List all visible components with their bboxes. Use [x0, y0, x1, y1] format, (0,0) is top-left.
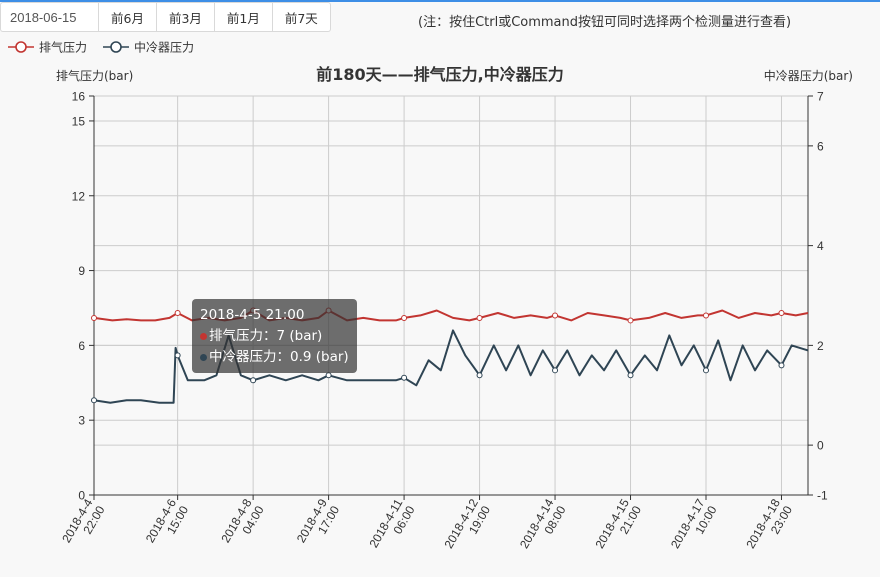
series-point-0 [91, 314, 97, 321]
left-axis-label: 排气压力(bar) [56, 68, 133, 83]
series-point-0 [325, 307, 332, 314]
chart-title: 前180天——排气压力,中冷器压力 [316, 65, 563, 84]
range-6-months-button[interactable]: 前6月 [98, 2, 157, 32]
series-point-1 [325, 372, 332, 379]
series-point-0 [552, 312, 559, 319]
legend-cooler-label: 中冷器压力 [134, 40, 194, 55]
series-point-1 [174, 352, 181, 359]
series-point-1 [552, 367, 559, 374]
right-tick-label: 4 [817, 239, 824, 253]
legend-exhaust-label: 排气压力 [39, 40, 87, 55]
right-axis-label: 中冷器压力(bar) [764, 68, 853, 83]
series-point-1 [91, 397, 97, 404]
x-tick-label: 2018-4-917:00 [294, 496, 342, 545]
series-point-0 [778, 309, 785, 316]
date-input[interactable] [0, 2, 98, 32]
range-7-days-button[interactable]: 前7天 [272, 2, 331, 32]
grid-lines [89, 95, 813, 500]
series-point-1 [250, 377, 257, 384]
range-1-month-button[interactable]: 前1月 [214, 2, 273, 32]
x-tick-label: 2018-4-615:00 [143, 496, 191, 545]
x-tick-label: 2018-4-422:00 [59, 496, 107, 545]
legend-item-cooler[interactable]: 中冷器压力 [103, 40, 194, 55]
series-point-0 [627, 317, 634, 324]
axes [93, 96, 809, 496]
range-toolbar: 前6月 前3月 前1月 前7天 [0, 2, 331, 34]
series-point-1 [401, 374, 408, 381]
top-accent-line [0, 0, 880, 2]
series-point-1 [703, 367, 709, 374]
left-tick-label: 0 [78, 489, 85, 503]
series-line-0 [93, 309, 809, 322]
x-tick-label: 2018-4-804:00 [218, 496, 266, 545]
series-lines [91, 307, 809, 404]
series-point-1 [627, 372, 634, 379]
right-tick-label: -1 [817, 489, 828, 503]
right-tick-label: 2 [817, 339, 824, 353]
range-3-months-button[interactable]: 前3月 [156, 2, 215, 32]
series-line-1 [93, 329, 809, 404]
series-point-0 [703, 312, 709, 319]
left-tick-label: 16 [72, 90, 86, 104]
left-tick-label: 12 [72, 189, 86, 203]
selection-note: (注：按住Ctrl或Command按钮可同时选择两个检测量进行查看) [418, 15, 792, 30]
series-point-0 [401, 314, 408, 321]
right-tick-label: 6 [817, 139, 824, 153]
legend-exhaust-marker [15, 41, 27, 53]
left-tick-label: 9 [78, 264, 85, 278]
series-point-0 [174, 309, 181, 316]
legend-item-exhaust[interactable]: 排气压力 [8, 40, 87, 55]
legend: 排气压力 中冷器压力 [8, 40, 194, 55]
left-tick-label: 15 [72, 114, 86, 128]
right-tick-label: 0 [817, 439, 824, 453]
left-tick-label: 3 [78, 414, 85, 428]
series-point-0 [250, 307, 257, 314]
series-point-1 [476, 372, 483, 379]
tick-labels: 0 3 6 9 12 15 16 -1 0 2 4 6 7 2018-4-422:00 2018-4-615… [59, 90, 828, 551]
series-point-0 [476, 314, 483, 321]
right-tick-label: 7 [817, 90, 824, 104]
legend-cooler-marker [110, 41, 122, 53]
series-point-1 [778, 362, 785, 369]
left-tick-label: 6 [78, 339, 85, 353]
